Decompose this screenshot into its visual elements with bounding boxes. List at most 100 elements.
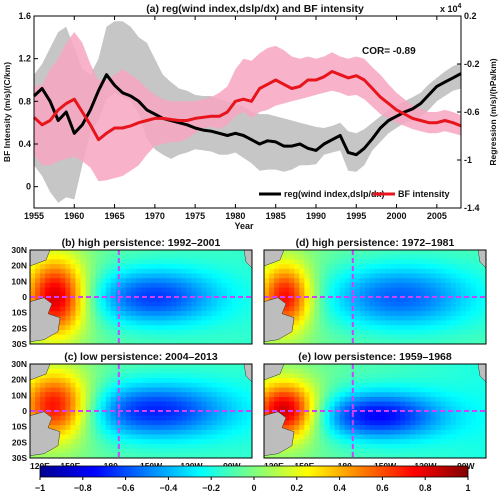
map-cell: [410, 368, 416, 374]
map-cell: [475, 448, 482, 454]
map-cell: [30, 406, 36, 412]
map-cell: [80, 401, 86, 407]
map-cell: [90, 382, 96, 388]
map-cell: [211, 329, 218, 335]
map-cell: [329, 339, 336, 345]
map-cell: [309, 387, 315, 393]
map-cell: [329, 273, 336, 279]
map-cell: [206, 268, 213, 274]
map-cell: [60, 373, 66, 379]
map-cell: [90, 320, 96, 326]
map-cell: [304, 396, 310, 402]
map-cell: [395, 315, 401, 321]
map-cell: [390, 292, 396, 298]
map-cell: [141, 329, 147, 335]
map-cell: [319, 250, 325, 256]
map-cell: [171, 315, 177, 321]
map-cell: [135, 278, 142, 284]
map-cell: [395, 297, 401, 303]
map-cell: [395, 439, 401, 445]
map-cell: [354, 268, 361, 274]
map-cell: [344, 259, 351, 265]
map-cell: [231, 306, 238, 312]
map-cell: [420, 306, 426, 312]
map-cell: [156, 250, 162, 256]
map-cell: [55, 259, 61, 265]
map-cell: [480, 448, 487, 454]
map-cell: [110, 315, 117, 321]
map-cell: [329, 334, 336, 340]
map-cell: [130, 301, 137, 307]
map-cell: [135, 382, 142, 388]
map-cell: [221, 297, 228, 303]
map-cell: [425, 282, 431, 288]
map-cell: [166, 287, 172, 293]
map-cell: [309, 334, 315, 340]
map-cell: [221, 429, 228, 435]
map-cell: [385, 382, 391, 388]
map-cell: [435, 268, 441, 274]
map-cell: [35, 282, 41, 288]
map-cell: [231, 373, 238, 379]
map-cell: [324, 329, 330, 335]
map-cell: [440, 311, 447, 317]
map-cell: [480, 278, 487, 284]
map-cell: [196, 292, 202, 298]
map-cell: [141, 420, 147, 426]
map-cell: [206, 411, 213, 417]
colorbar-tick-label: 0.6: [376, 483, 389, 493]
map-cell: [246, 411, 253, 417]
map-cell: [146, 378, 152, 384]
map-cell: [85, 434, 91, 440]
map-cell: [206, 250, 213, 256]
map-cell: [415, 434, 421, 440]
map-cell: [349, 334, 356, 340]
map-cell: [60, 306, 66, 312]
map-cell: [191, 429, 197, 435]
map-cell: [480, 268, 487, 274]
map-cell: [319, 287, 325, 293]
map-cell: [110, 364, 117, 370]
map-cell: [435, 434, 441, 440]
map-cell: [405, 425, 411, 431]
map-cell: [231, 443, 238, 449]
map-cell: [425, 334, 431, 340]
map-cell: [95, 292, 102, 298]
map-cell: [480, 297, 487, 303]
map-cell: [334, 425, 341, 431]
map-cell: [385, 329, 391, 335]
map-cell: [395, 254, 401, 260]
map-cell: [380, 315, 386, 321]
map-cell: [430, 382, 436, 388]
map-cell: [395, 306, 401, 312]
map-cell: [324, 448, 330, 454]
map-cell: [196, 254, 202, 260]
map-cell: [221, 401, 228, 407]
map-cell: [85, 378, 91, 384]
map-panel-title: (c) low persistence: 2004–2013: [64, 351, 218, 363]
map-cell: [380, 287, 386, 293]
map-cell: [475, 268, 482, 274]
map-cell: [75, 325, 81, 331]
map-cell: [364, 334, 371, 340]
map-cell: [60, 292, 66, 298]
map-cell: [475, 420, 482, 426]
map-cell: [410, 392, 416, 398]
map-cell: [329, 439, 336, 445]
map-cell: [380, 392, 386, 398]
map-frame: [29, 363, 253, 459]
map-cell: [455, 368, 462, 374]
map-cell: [284, 401, 290, 407]
map-cell: [221, 273, 228, 279]
map-cell: [460, 297, 467, 303]
map-cell: [50, 378, 56, 384]
map-cell: [120, 329, 127, 335]
map-cell: [135, 425, 142, 431]
map-cell: [206, 425, 213, 431]
map-cell: [445, 250, 452, 256]
map-cell: [65, 311, 71, 317]
map-cell: [85, 443, 91, 449]
map-cell: [369, 306, 376, 312]
map-cell: [364, 250, 371, 256]
map-cell: [339, 268, 346, 274]
